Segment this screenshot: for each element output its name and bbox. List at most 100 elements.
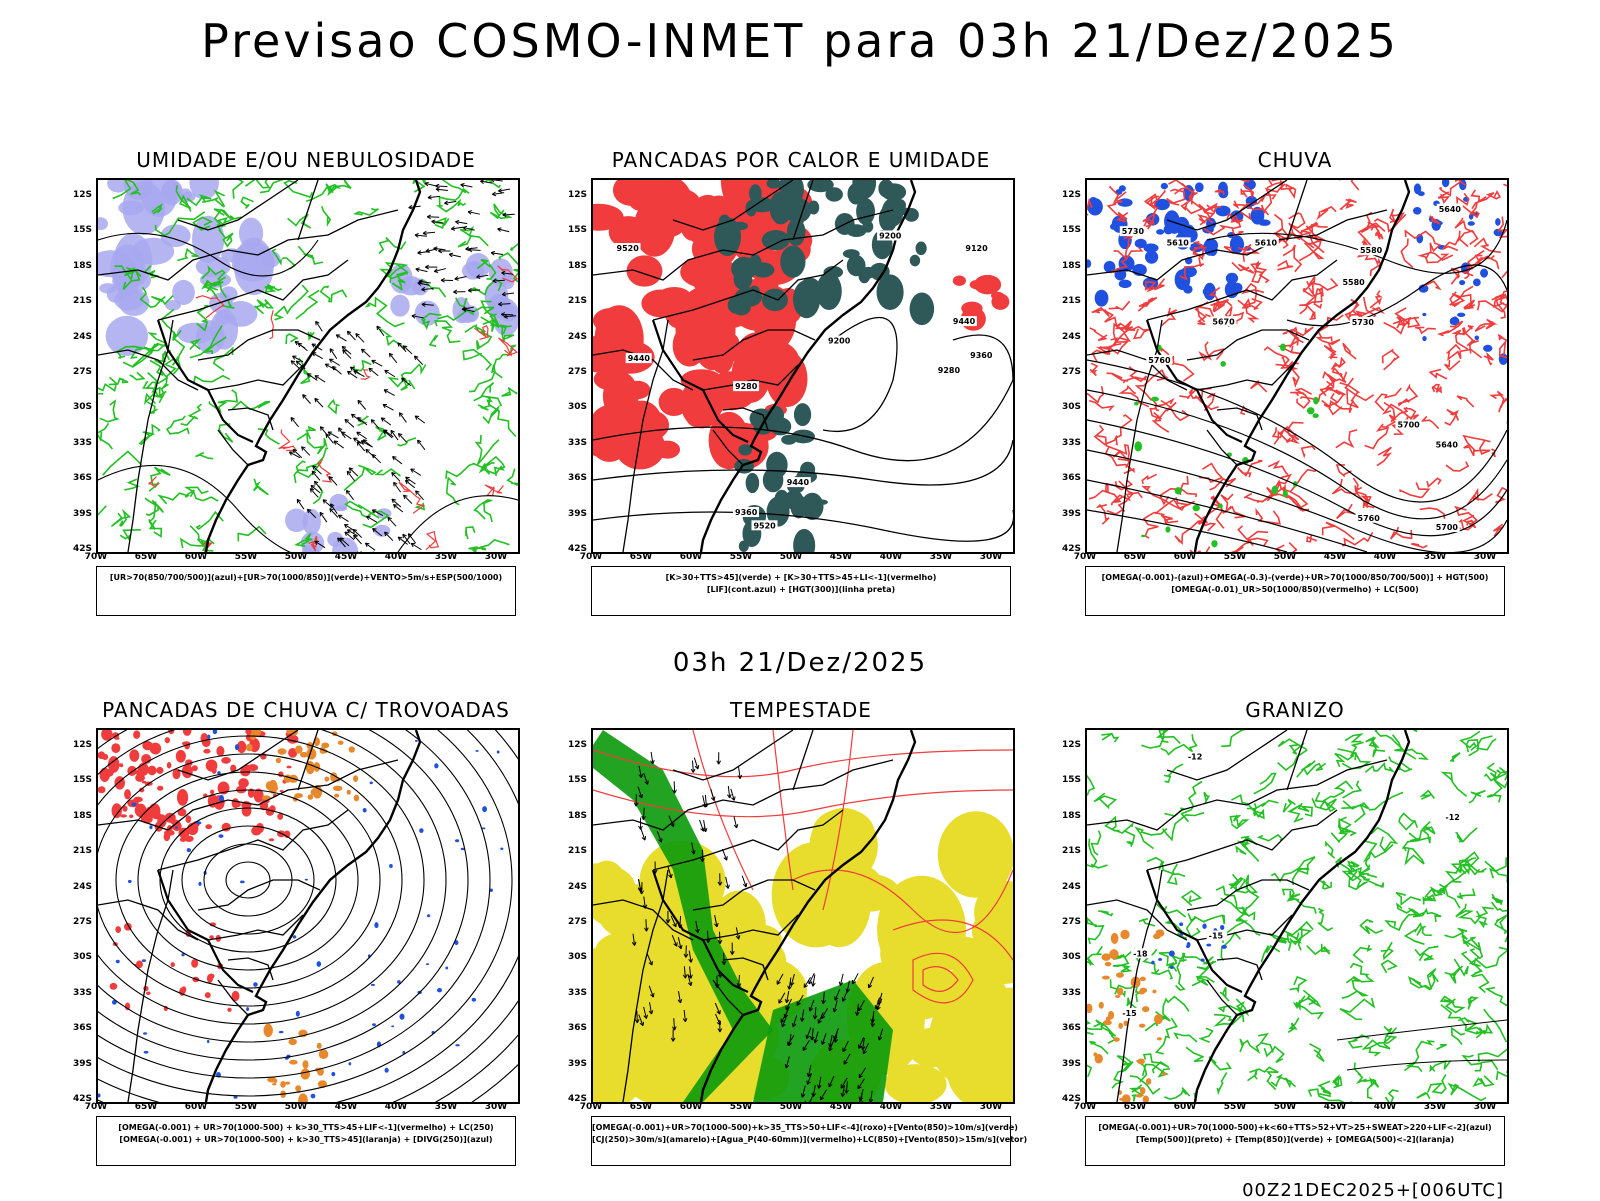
temp850-contours-line	[1417, 1093, 1430, 1099]
temp850-contours-line	[1136, 828, 1167, 849]
lat-tick-label: 21S	[1055, 846, 1081, 856]
divergence-blue-cell	[311, 1094, 316, 1099]
convection-red-sw-cell	[227, 1008, 231, 1012]
omega-blue-east-cell	[1475, 335, 1479, 340]
hail-blue-cell	[1169, 951, 1175, 957]
temp850-contours-line	[1412, 979, 1430, 990]
map-canvas: 9440952095209440936092809120920094409360…	[593, 180, 1013, 552]
omega-red-line	[1383, 350, 1399, 370]
omega-red-line	[1322, 401, 1337, 408]
lon-tick-label: 70W	[81, 552, 111, 562]
temp850-contours-line	[1428, 1075, 1446, 1094]
humidity-low-contours-line	[466, 527, 475, 539]
omega-blue-east-cell	[1422, 336, 1426, 341]
hail-blue-cell	[1158, 958, 1162, 961]
country-border	[1147, 320, 1242, 442]
omega-red-line	[1400, 482, 1429, 497]
omega-red-line	[1446, 462, 1468, 471]
lon-tick-label: 45W	[331, 1102, 361, 1112]
temp850-contours-line	[1360, 920, 1381, 934]
convection-red-cell	[186, 815, 192, 823]
convection-red-sw-cell	[207, 974, 213, 983]
omega-green-cell	[1280, 343, 1286, 351]
lat-tick-label: 36S	[66, 1023, 92, 1033]
wind-vectors-arrow	[303, 395, 311, 404]
convection-orange-south-cell	[289, 1060, 298, 1065]
convection-red-cell	[141, 815, 153, 823]
wind-vectors-arrow	[372, 454, 380, 463]
temp850-contours-line	[1264, 1047, 1283, 1063]
state-border	[128, 870, 173, 1102]
omega-red-line	[1415, 328, 1436, 334]
omega-red-line	[1332, 359, 1345, 370]
divergence-blue-cell	[349, 1062, 352, 1065]
humidity-low-contours-line	[288, 214, 311, 228]
hail-blue-cell	[1170, 966, 1174, 969]
wind850-vectors-arrow	[720, 932, 721, 944]
omega-green-cell	[1218, 504, 1223, 509]
humidity-low-contours-line	[98, 377, 116, 394]
convection-red-sw-cell	[146, 991, 151, 995]
lon-tick-label: 35W	[1420, 1102, 1450, 1112]
contour-label: 5730	[1352, 318, 1375, 327]
lon-tick-label: 65W	[1120, 1102, 1150, 1112]
temp850-contours-line	[1175, 1034, 1197, 1042]
humidity-upper-cell	[98, 217, 108, 230]
omega-red-line	[1221, 494, 1233, 511]
humidity-low-contours-line	[194, 376, 230, 385]
temp850-contours-line	[1475, 1061, 1498, 1071]
omega-red-line	[1094, 308, 1109, 317]
lat-tick-label: 18S	[561, 811, 587, 821]
omega-blue-cell	[1135, 239, 1147, 248]
omega500-orange-cell	[1117, 987, 1123, 995]
convection-red-cell	[177, 789, 188, 806]
humidity-low-contours-line	[245, 180, 269, 188]
lon-tick-label: 60W	[1170, 1102, 1200, 1112]
convection-red-cell	[174, 770, 179, 775]
temp850-contours-line	[1396, 893, 1421, 905]
lon-tick-label: 30W	[976, 1102, 1006, 1112]
omega500-orange-cell	[1103, 1020, 1112, 1025]
omega-red-line	[1496, 488, 1508, 503]
temp850-contours-line	[1343, 781, 1361, 798]
omega500-orange-cell	[1122, 1094, 1131, 1102]
thickness-contours-line	[361, 370, 370, 380]
map-canvas	[98, 180, 518, 552]
temp850-contours-line	[1457, 828, 1477, 842]
instability-teal-cell	[916, 241, 927, 255]
temp850-contours-line	[1124, 831, 1135, 847]
convection-orange-south-cell	[317, 1043, 322, 1049]
convection-red-cell	[124, 789, 131, 799]
omega-red-line	[1475, 320, 1495, 332]
temp850-contours-line	[1423, 926, 1432, 935]
omega500-orange-cell	[1113, 1037, 1120, 1042]
omega500-orange-cell	[1101, 953, 1110, 960]
divergence-blue-cell	[213, 730, 217, 734]
divergence-blue-cell	[98, 1093, 101, 1097]
convection-orange-cell	[321, 742, 329, 748]
convection-red-cell	[216, 746, 224, 756]
omega-green-cell	[1211, 540, 1217, 547]
humidity-low-contours-line	[344, 465, 375, 490]
omega-red-line	[1408, 317, 1419, 327]
lon-tick-label: 30W	[481, 1102, 511, 1112]
divergence-blue-cell	[497, 750, 500, 753]
instability-teal-south-cell	[794, 403, 811, 426]
omega-red-line	[1089, 401, 1113, 411]
temp500-contours-line	[1347, 1060, 1507, 1070]
contour-label: -15	[1122, 1009, 1137, 1018]
omega-red-line	[1430, 369, 1447, 379]
contour-label: 9200	[879, 231, 902, 240]
contour-label: -15	[1209, 931, 1224, 940]
divergence-blue-cell	[415, 740, 418, 742]
lat-tick-label: 24S	[1055, 882, 1081, 892]
omega-red-line	[1503, 180, 1507, 190]
humidity-low-contours-line	[181, 404, 202, 425]
lat-tick-label: 18S	[1055, 811, 1081, 821]
temp850-contours-line	[1176, 960, 1187, 990]
wind-vectors-arrow	[302, 447, 310, 456]
legend-line: [OMEGA(-0.001)+UR>70(1000-500)+k>35_TTS>…	[592, 1122, 1010, 1134]
omega500-orange-cell	[1137, 1058, 1145, 1064]
lon-tick-label: 60W	[676, 552, 706, 562]
main-title: Previsao COSMO-INMET para 03h 21/Dez/202…	[0, 14, 1600, 68]
